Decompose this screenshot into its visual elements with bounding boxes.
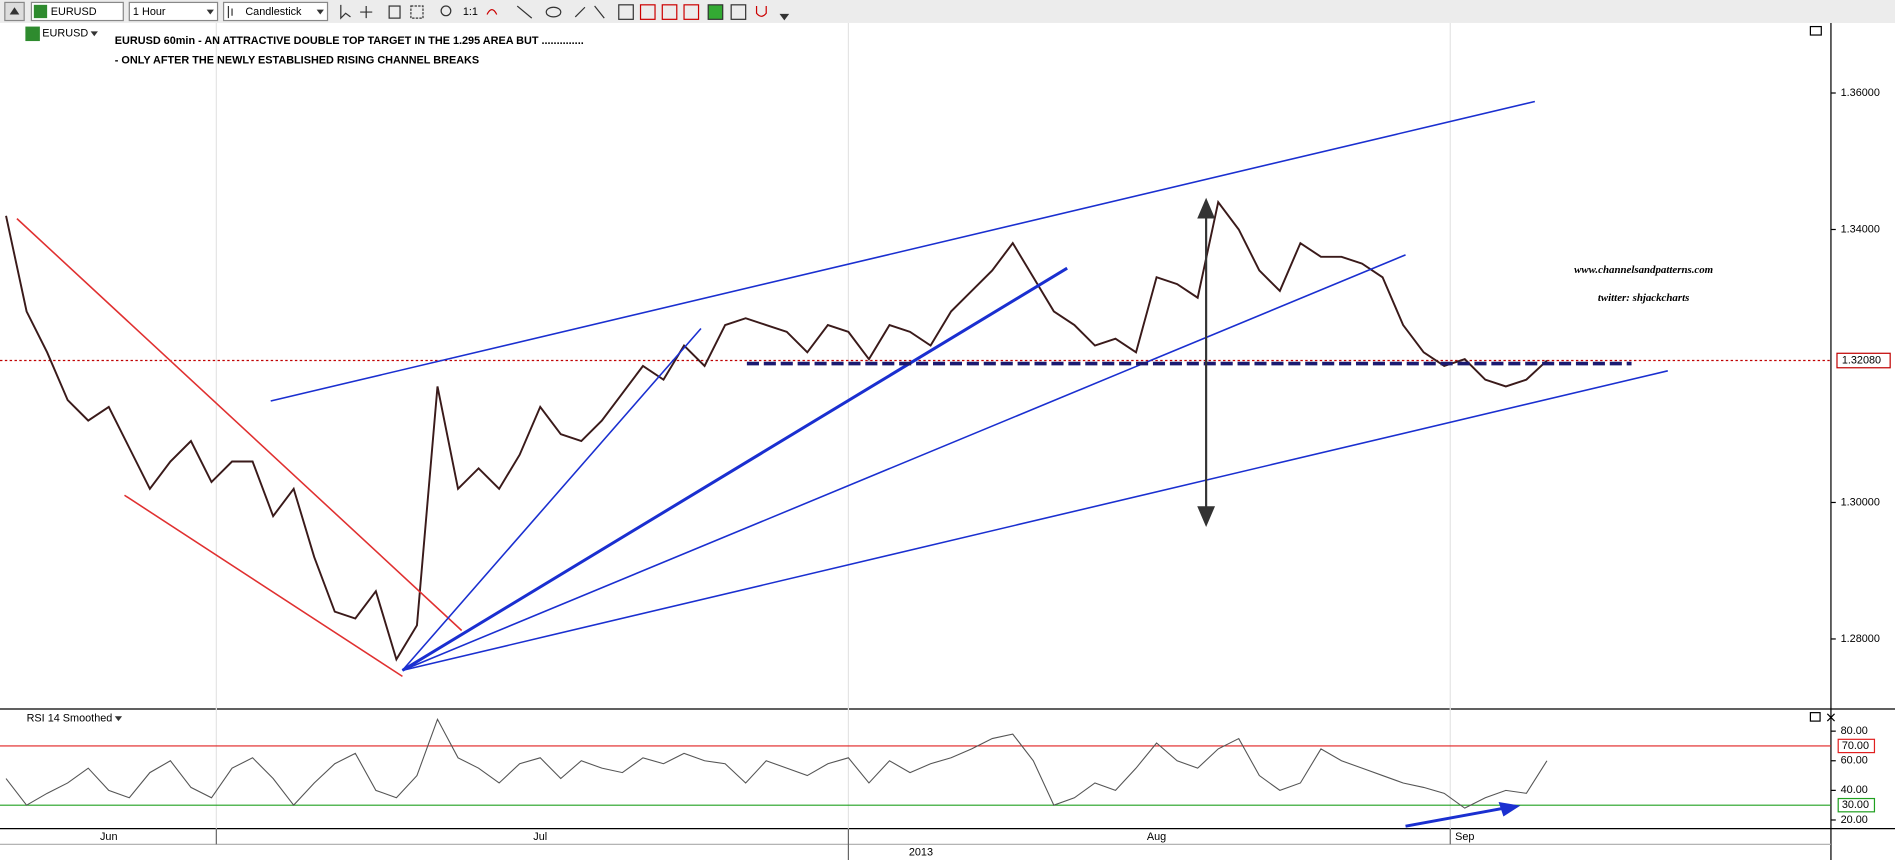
crosshair-tool[interactable] (360, 6, 373, 19)
tool-b[interactable] (639, 4, 656, 20)
channel-top (270, 100, 1536, 402)
channel-bottom (402, 370, 1668, 672)
red-trendline (16, 218, 463, 632)
y-tick-label: 20.00 (1841, 814, 1868, 826)
line-tool[interactable] (516, 5, 533, 19)
y-tick-label: 1.28000 (1841, 633, 1880, 645)
dropdown-arrow[interactable] (114, 716, 123, 722)
month-separators (215, 828, 1451, 860)
draw-tools[interactable] (574, 5, 605, 19)
tool-f[interactable] (730, 4, 747, 20)
symbol-input[interactable] (30, 1, 124, 22)
fan-line (402, 254, 1406, 672)
level-label: 70.00 (1842, 740, 1869, 752)
grid-tool[interactable] (410, 5, 424, 19)
tool-a[interactable] (618, 4, 634, 20)
interval-select[interactable] (128, 1, 219, 22)
close-button[interactable] (1826, 713, 1835, 722)
dropdown-arrow (206, 9, 214, 15)
shape-tool[interactable] (545, 6, 562, 18)
x-tick-label: Jun (100, 831, 118, 843)
last-price-label: 1.32080 (1842, 354, 1881, 366)
trendlines (16, 100, 1668, 828)
style-icon (227, 6, 233, 19)
year-label: 2013 (909, 847, 933, 859)
price-series (5, 199, 1548, 662)
style-text: Candlestick (245, 6, 302, 18)
watermark-site: www.channelsandpatterns.com (1574, 264, 1713, 276)
zoom-tool[interactable] (440, 5, 452, 17)
fx-icon (25, 26, 40, 42)
month-grid (215, 22, 1451, 829)
y-tick-label: 60.00 (1841, 755, 1868, 767)
menu-icon (9, 7, 20, 15)
tool-d[interactable] (683, 4, 700, 20)
y-tick-label: 1.34000 (1841, 223, 1880, 235)
rsi-series (5, 717, 1548, 809)
last-price-box (1836, 352, 1891, 369)
zoom-label[interactable]: 1:1 (463, 6, 478, 18)
pointer-tool[interactable] (340, 4, 351, 20)
divergence-arrowhead (1498, 802, 1521, 817)
y-tick-label: 1.36000 (1841, 87, 1880, 99)
price-pane (0, 22, 1831, 710)
red-trendline (124, 494, 403, 678)
maximize-button[interactable] (1809, 25, 1822, 36)
fan-line (401, 266, 1068, 672)
level-label-box (1837, 797, 1876, 813)
y-tick-label: 40.00 (1841, 784, 1868, 796)
more-tools[interactable] (779, 13, 790, 21)
dropdown-arrow[interactable] (90, 31, 98, 37)
legend-symbol: EURUSD (42, 28, 88, 40)
y-tick-label: 1.30000 (1841, 496, 1880, 508)
style-select[interactable] (222, 1, 329, 22)
toolbar (0, 0, 1895, 23)
symbol-text: EURUSD (51, 6, 97, 18)
x-tick-label: Sep (1455, 831, 1474, 843)
fan-line (401, 328, 702, 671)
watermark-twitter: twitter: shjackcharts (1598, 292, 1689, 304)
maximize-button[interactable] (1809, 712, 1821, 722)
wave-tool[interactable] (486, 9, 498, 15)
fx-icon (33, 4, 48, 19)
indicator-title: RSI 14 Smoothed (27, 713, 113, 725)
divergence-arrow (1405, 806, 1505, 828)
tool-e[interactable] (707, 4, 724, 20)
tool-icons[interactable] (340, 4, 790, 21)
chart-title: EURUSD 60min - AN ATTRACTIVE DOUBLE TOP … (115, 35, 584, 47)
interval-text: 1 Hour (133, 6, 166, 18)
info-tool[interactable] (388, 5, 401, 19)
x-tick-label: Jul (533, 831, 547, 843)
chart-subtitle: - ONLY AFTER THE NEWLY ESTABLISHED RISIN… (115, 54, 479, 66)
level-label: 30.00 (1842, 799, 1869, 811)
x-tick-label: Aug (1147, 831, 1166, 843)
dropdown-arrow (316, 9, 324, 15)
level-label-box (1837, 738, 1876, 754)
y-tick-label: 80.00 (1841, 725, 1868, 737)
double-arrow (1197, 197, 1216, 527)
tool-c[interactable] (661, 4, 678, 20)
magnet-tool[interactable] (755, 6, 767, 17)
